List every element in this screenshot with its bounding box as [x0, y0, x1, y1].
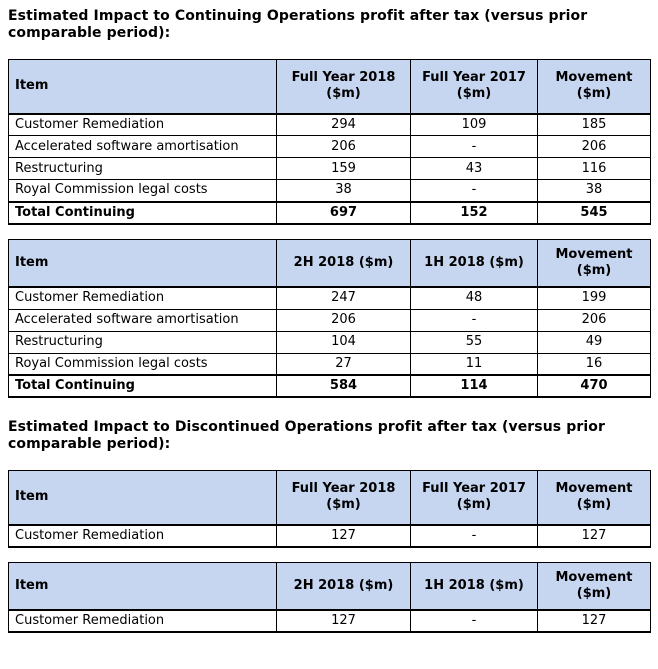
value-cell: 159 [276, 157, 411, 180]
value-cell: 545 [537, 200, 651, 225]
value-cell: - [410, 308, 538, 332]
value-cell: 152 [410, 200, 538, 225]
value-cell: 206 [276, 135, 411, 158]
table-header-cell: Item [8, 59, 277, 115]
value-cell: 294 [276, 113, 411, 136]
value-cell: 38 [276, 179, 411, 202]
table-header-cell: Full Year 2018 ($m) [276, 59, 411, 115]
table-header-row: Item Full Year 2018 ($m) Full Year 2017 ($… [8, 59, 651, 115]
value-cell: 584 [276, 374, 411, 398]
table-header-cell: 1H 2018 ($m) [410, 238, 538, 288]
table-row: Total Continuing 697 152 545 [8, 200, 651, 225]
item-label-cell: Royal Commission legal costs [8, 179, 277, 202]
value-cell: 127 [276, 524, 411, 548]
value-cell: 55 [410, 330, 538, 354]
value-cell: 104 [276, 330, 411, 354]
table-header-cell: 2H 2018 ($m) [276, 561, 411, 611]
table-row: Restructuring 159 43 116 [8, 157, 651, 180]
value-cell: - [410, 524, 538, 548]
table-header-row: Item 2H 2018 ($m) 1H 2018 ($m) Movement ($m… [8, 238, 651, 288]
value-cell: - [410, 179, 538, 202]
table-header-cell: Full Year 2018 ($m) [276, 470, 411, 526]
table-header-cell: Item [8, 470, 277, 526]
value-cell: 470 [537, 374, 651, 398]
value-cell: 48 [410, 286, 538, 310]
value-cell: 206 [537, 135, 651, 158]
table-row: Customer Remediation 294 109 185 [8, 113, 651, 136]
item-label-cell: Total Continuing [8, 374, 277, 398]
table-row: Royal Commission legal costs 38-38 [8, 179, 651, 202]
value-cell: 43 [410, 157, 538, 180]
item-label-cell: Accelerated software amortisation [8, 135, 277, 158]
value-cell: 11 [410, 352, 538, 376]
table-header-cell: Movement ($m) [537, 470, 651, 526]
table-row: Customer Remediation 127-127 [8, 609, 651, 633]
value-cell: 16 [537, 352, 651, 376]
table-row: Accelerated software amortisation 206-206 [8, 135, 651, 158]
table-header-cell: Item [8, 561, 277, 611]
table-header-cell: Movement ($m) [537, 238, 651, 288]
table-header-cell: 2H 2018 ($m) [276, 238, 411, 288]
item-label-cell: Customer Remediation [8, 609, 277, 633]
table-row: Accelerated software amortisation 206-206 [8, 308, 651, 332]
item-label-cell: Customer Remediation [8, 524, 277, 548]
value-cell: 127 [537, 524, 651, 548]
table-header-cell: Item [8, 238, 277, 288]
table-row: Customer Remediation 247 48 199 [8, 286, 651, 310]
heading-continuing-operations: Estimated Impact to Continuing Operation… [8, 8, 588, 41]
table-header-cell: Movement ($m) [537, 561, 651, 611]
value-cell: - [410, 609, 538, 633]
table-discontinued-full-year: Item Full Year 2018 ($m) Full Year 2017 ($… [8, 470, 651, 548]
table-header-cell: Full Year 2017 ($m) [410, 470, 538, 526]
value-cell: 114 [410, 374, 538, 398]
item-label-cell: Royal Commission legal costs [8, 352, 277, 376]
value-cell: 247 [276, 286, 411, 310]
table-header-cell: Full Year 2017 ($m) [410, 59, 538, 115]
value-cell: - [410, 135, 538, 158]
value-cell: 206 [276, 308, 411, 332]
table-row: Royal Commission legal costs 27 11 16 [8, 352, 651, 376]
value-cell: 199 [537, 286, 651, 310]
value-cell: 27 [276, 352, 411, 376]
value-cell: 206 [537, 308, 651, 332]
value-cell: 49 [537, 330, 651, 354]
item-label-cell: Accelerated software amortisation [8, 308, 277, 332]
table-header-cell: Movement ($m) [537, 59, 651, 115]
table-header-row: Item 2H 2018 ($m) 1H 2018 ($m) Movement ($m… [8, 561, 651, 611]
table-header-cell: 1H 2018 ($m) [410, 561, 538, 611]
table-row: Customer Remediation 127-127 [8, 524, 651, 548]
item-label-cell: Customer Remediation [8, 286, 277, 310]
value-cell: 109 [410, 113, 538, 136]
value-cell: 116 [537, 157, 651, 180]
table-discontinued-half-year: Item 2H 2018 ($m) 1H 2018 ($m) Movement ($m… [8, 561, 651, 633]
table-row: Total Continuing 584 114 470 [8, 374, 651, 398]
table-continuing-half-year: Item 2H 2018 ($m) 1H 2018 ($m) Movement ($m… [8, 238, 651, 398]
table-header-row: Item Full Year 2018 ($m) Full Year 2017 ($… [8, 470, 651, 526]
value-cell: 127 [276, 609, 411, 633]
heading-discontinued-operations: Estimated Impact to Discontinued Operati… [8, 419, 605, 452]
value-cell: 185 [537, 113, 651, 136]
item-label-cell: Customer Remediation [8, 113, 277, 136]
item-label-cell: Total Continuing [8, 200, 277, 225]
value-cell: 38 [537, 179, 651, 202]
item-label-cell: Restructuring [8, 157, 277, 180]
table-continuing-full-year: Item Full Year 2018 ($m) Full Year 2017 ($… [8, 59, 651, 225]
table-row: Restructuring 104 55 49 [8, 330, 651, 354]
value-cell: 127 [537, 609, 651, 633]
item-label-cell: Restructuring [8, 330, 277, 354]
value-cell: 697 [276, 200, 411, 225]
